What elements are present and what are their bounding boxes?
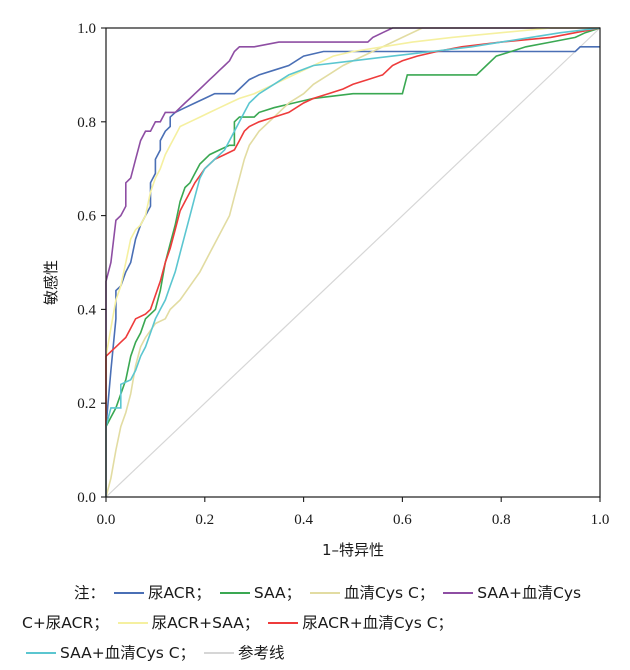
series-line-5 xyxy=(105,27,601,497)
plot-frame xyxy=(105,27,601,498)
legend-item: 血清Cys C； xyxy=(306,584,434,602)
legend-swatch xyxy=(310,591,341,594)
legend-swatch xyxy=(204,651,235,654)
legend-label: SAA； xyxy=(253,584,302,602)
legend-item: SAA+血清Cys C； xyxy=(22,644,195,662)
series-line-6 xyxy=(105,27,601,497)
y-tick-label: 0.0 xyxy=(77,490,96,506)
y-axis-title: 敏感性 xyxy=(42,260,60,305)
legend-item: SAA+血清Cys C+尿ACR； xyxy=(22,584,581,632)
legend-item: 尿ACR； xyxy=(110,584,211,602)
x-tick-label: 0.4 xyxy=(294,512,313,528)
y-tick-label: 0.2 xyxy=(77,396,96,412)
legend-item: 尿ACR+SAA； xyxy=(114,614,260,632)
legend-swatch xyxy=(219,591,250,594)
series-line-4 xyxy=(105,27,600,497)
legend-item: 参考线 xyxy=(200,644,285,662)
x-tick-label: 0.8 xyxy=(492,512,511,528)
y-tick-label: 0.4 xyxy=(77,302,96,318)
x-tick-label: 0.0 xyxy=(97,512,116,528)
y-tick-label: 0.6 xyxy=(77,209,96,225)
y-tick-label: 0.8 xyxy=(77,115,96,131)
legend-item: 尿ACR+血清Cys C； xyxy=(264,614,453,632)
legend-label: 尿ACR+血清Cys C； xyxy=(302,614,454,632)
legend-swatch xyxy=(113,591,144,594)
legend-label: SAA+血清Cys C+尿ACR； xyxy=(22,584,582,632)
series-line-3 xyxy=(105,27,600,497)
x-tick-label: 0.6 xyxy=(393,512,412,528)
legend-label: SAA+血清Cys C； xyxy=(60,644,196,662)
x-axis-title: 1–特异性 xyxy=(322,541,384,559)
legend: 注： 尿ACR； SAA； 血清Cys C； SAA+血清Cys C+尿ACR；… xyxy=(22,578,622,668)
legend-label: 参考线 xyxy=(238,644,285,662)
legend-note: 注： xyxy=(74,584,106,602)
legend-swatch xyxy=(268,621,299,624)
legend-swatch xyxy=(26,651,56,654)
legend-item: SAA； xyxy=(216,584,301,602)
legend-swatch xyxy=(443,591,474,594)
series-line-0 xyxy=(105,45,600,497)
legend-swatch xyxy=(117,621,148,624)
legend-label: 尿ACR； xyxy=(147,584,211,602)
series-line-1 xyxy=(105,27,601,497)
x-tick-label: 1.0 xyxy=(591,512,610,528)
legend-label: 血清Cys C； xyxy=(344,584,435,602)
legend-label: 尿ACR+SAA； xyxy=(151,614,260,632)
x-tick-label: 0.2 xyxy=(195,512,214,528)
series-line-7 xyxy=(105,27,601,498)
roc-chart: 0.0 0.2 0.4 0.6 0.8 1.0 0.0 0.2 0.4 0.6 0.8 1.0 1–… xyxy=(42,21,610,559)
y-tick-label: 1.0 xyxy=(77,21,96,37)
